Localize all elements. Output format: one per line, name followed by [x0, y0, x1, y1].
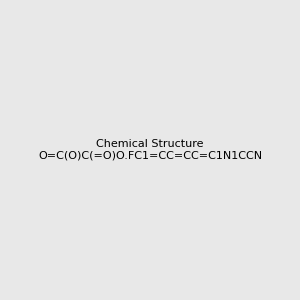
Text: Chemical Structure
O=C(O)C(=O)O.FC1=CC=CC=C1N1CCN: Chemical Structure O=C(O)C(=O)O.FC1=CC=C…: [38, 139, 262, 161]
